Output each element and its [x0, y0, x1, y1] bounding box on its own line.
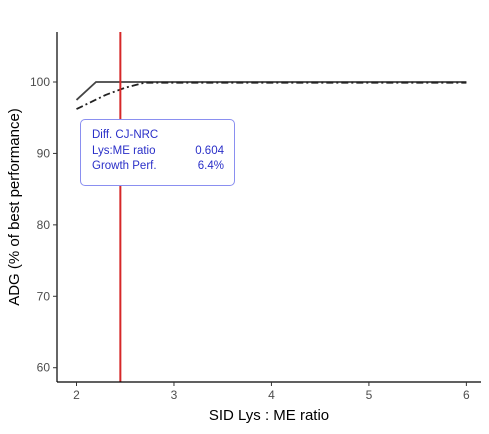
series-layer [75, 81, 467, 110]
annotation-title: Diff. CJ-NRC [92, 129, 159, 141]
x-tick-label: 5 [366, 388, 373, 402]
axes [56, 32, 481, 383]
annotation-value: 6.4% [197, 160, 224, 172]
series-line-2 [76, 81, 467, 110]
x-tick-label: 3 [171, 388, 178, 402]
annotation-value: 0.604 [195, 145, 224, 157]
annotation-label: Lys:ME ratio [92, 145, 156, 157]
annotation-row-lys-me: Lys:ME ratio 0.604 [92, 144, 224, 159]
y-axis-title: ADG (% of best performance) [6, 108, 23, 306]
annotation-row-growth: Growth Perf. 6.4% [92, 159, 224, 174]
y-tick-label: 90 [37, 146, 51, 160]
y-tick-label: 100 [30, 75, 50, 89]
y-tick-label: 60 [37, 361, 51, 375]
ticks: 2 3 4 5 6 60 70 80 90 100 [30, 75, 470, 402]
x-tick-label: 6 [463, 388, 470, 402]
annotation-label: Growth Perf. [92, 160, 157, 172]
x-tick-label: 4 [268, 388, 275, 402]
annotation-box: Diff. CJ-NRC Lys:ME ratio 0.604 Growth P… [80, 119, 235, 186]
y-tick-label: 80 [37, 218, 51, 232]
y-tick-label: 70 [37, 289, 51, 303]
x-tick-label: 2 [73, 388, 80, 402]
x-axis-title: SID Lys : ME ratio [209, 407, 329, 424]
